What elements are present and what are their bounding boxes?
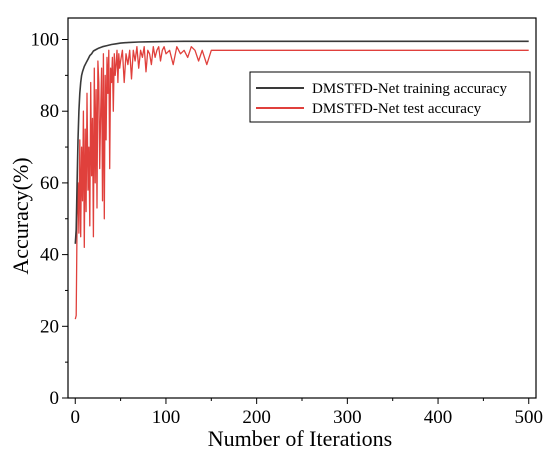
legend-label-training: DMSTFD-Net training accuracy bbox=[312, 81, 507, 97]
series-line-training bbox=[74, 40, 529, 244]
x-axis-ticks: 0 100 200 300 400 500 bbox=[71, 398, 543, 428]
x-tick-label: 400 bbox=[424, 407, 453, 428]
y-tick-label: 0 bbox=[50, 388, 60, 409]
x-axis-label: Number of Iterations bbox=[208, 426, 393, 451]
x-tick-label: 0 bbox=[71, 407, 81, 428]
legend-box bbox=[249, 71, 531, 123]
legend: DMSTFD-Net training accuracy DMSTFD-Net … bbox=[249, 71, 531, 123]
y-tick-label: 80 bbox=[40, 101, 59, 122]
x-tick-label: 200 bbox=[242, 407, 271, 428]
x-tick-label: 100 bbox=[152, 407, 181, 428]
x-tick-label: 500 bbox=[514, 407, 543, 428]
y-axis-label: Accuracy(%) bbox=[8, 157, 33, 274]
y-axis-ticks: 0 20 40 60 80 100 bbox=[31, 30, 68, 409]
y-tick-label: 60 bbox=[40, 173, 59, 194]
series-line-test bbox=[74, 46, 529, 320]
y-tick-label: 100 bbox=[31, 30, 60, 51]
x-tick-label: 300 bbox=[333, 407, 362, 428]
series-layer bbox=[74, 40, 529, 320]
y-tick-label: 40 bbox=[40, 245, 59, 266]
legend-label-test: DMSTFD-Net test accuracy bbox=[312, 101, 482, 117]
y-tick-label: 20 bbox=[40, 316, 59, 337]
